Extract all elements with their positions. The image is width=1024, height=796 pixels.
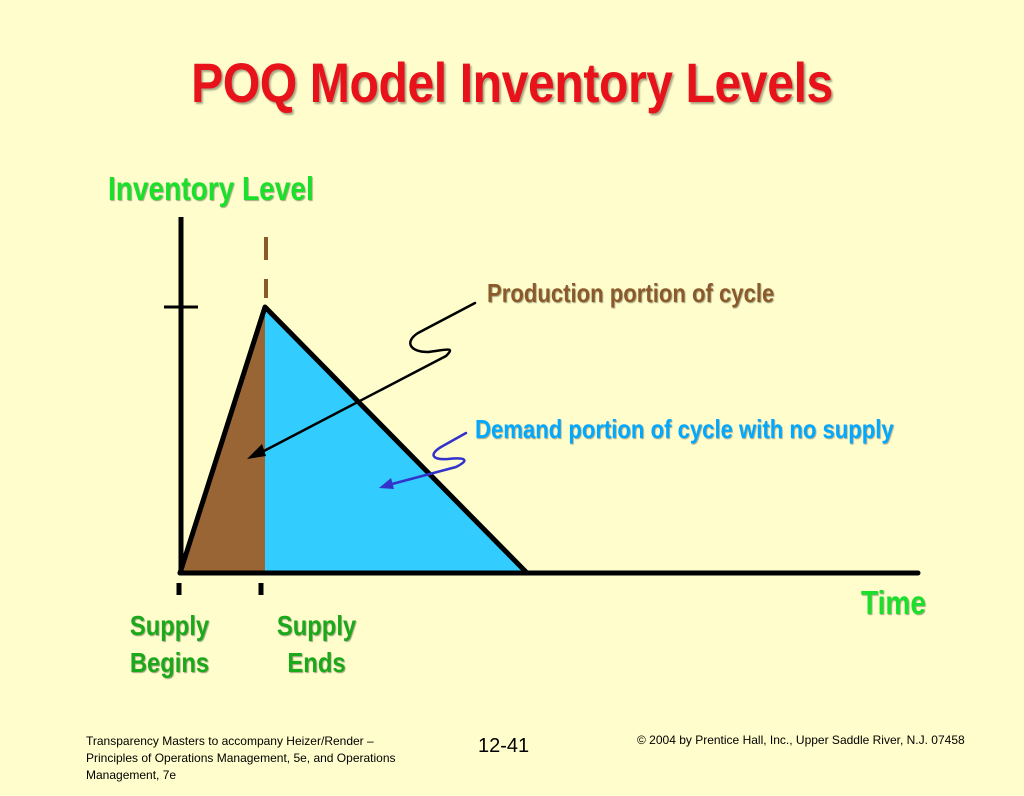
- footer-source: Transparency Masters to accompany Heizer…: [86, 734, 396, 782]
- production-annotation: Production portion of cycle: [487, 278, 775, 308]
- production-arrow: [247, 301, 477, 459]
- demand-annotation: Demand portion of cycle with no supply: [475, 414, 894, 444]
- x-axis-label: Time: [861, 584, 926, 621]
- y-axis-label: Inventory Level: [108, 170, 314, 207]
- inventory-level-line: [177, 304, 530, 576]
- supply-ends-label: Supply Ends: [276, 610, 357, 678]
- slide-number: 12-41: [478, 735, 530, 757]
- demand-arrow: [379, 431, 468, 489]
- footer-copyright: © 2004 by Prentice Hall, Inc., Upper Sad…: [637, 733, 965, 747]
- supply-begins-label: Supply Begins: [129, 610, 210, 678]
- slide-title: POQ Model Inventory Levels: [191, 51, 833, 114]
